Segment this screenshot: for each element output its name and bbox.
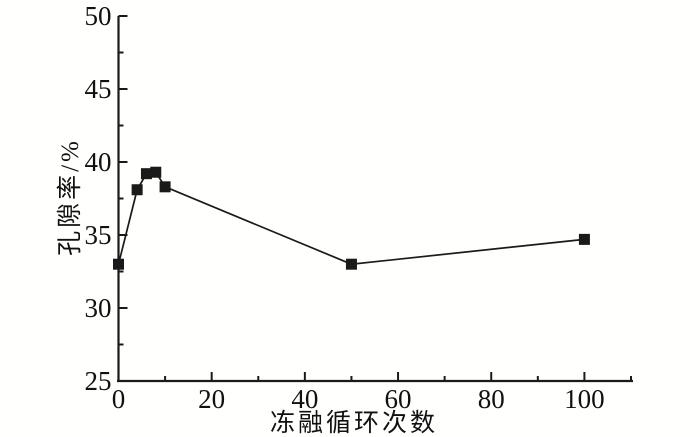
data-point-marker (150, 166, 162, 178)
x-tick-label: 60 (385, 384, 412, 414)
data-line (117, 171, 585, 266)
data-point-marker (140, 168, 152, 180)
y-tick-label: 50 (85, 1, 112, 31)
y-tick-label: 35 (85, 220, 112, 250)
data-point-marker (345, 258, 357, 270)
x-tick-label: 80 (478, 384, 505, 414)
x-tick-label: 0 (112, 384, 126, 414)
x-tick-label: 20 (198, 384, 225, 414)
y-tick-label: 25 (85, 366, 112, 396)
data-point-marker (113, 258, 124, 270)
data-point-marker (131, 184, 143, 196)
y-tick-label: 45 (85, 74, 112, 104)
x-tick-label: 100 (564, 384, 605, 414)
y-tick-label: 40 (85, 147, 112, 177)
y-tick-label: 30 (85, 293, 112, 323)
plot-generated-group: 25 30 35 40 45 50 0 20 40 60 80 100 (85, 1, 633, 414)
data-point-marker (578, 233, 590, 245)
x-axis-title: 冻融循环次数 (270, 409, 438, 437)
data-point-marker (159, 181, 171, 193)
y-axis-title: 孔隙率/% (56, 138, 84, 256)
x-tick-label: 40 (291, 384, 318, 414)
